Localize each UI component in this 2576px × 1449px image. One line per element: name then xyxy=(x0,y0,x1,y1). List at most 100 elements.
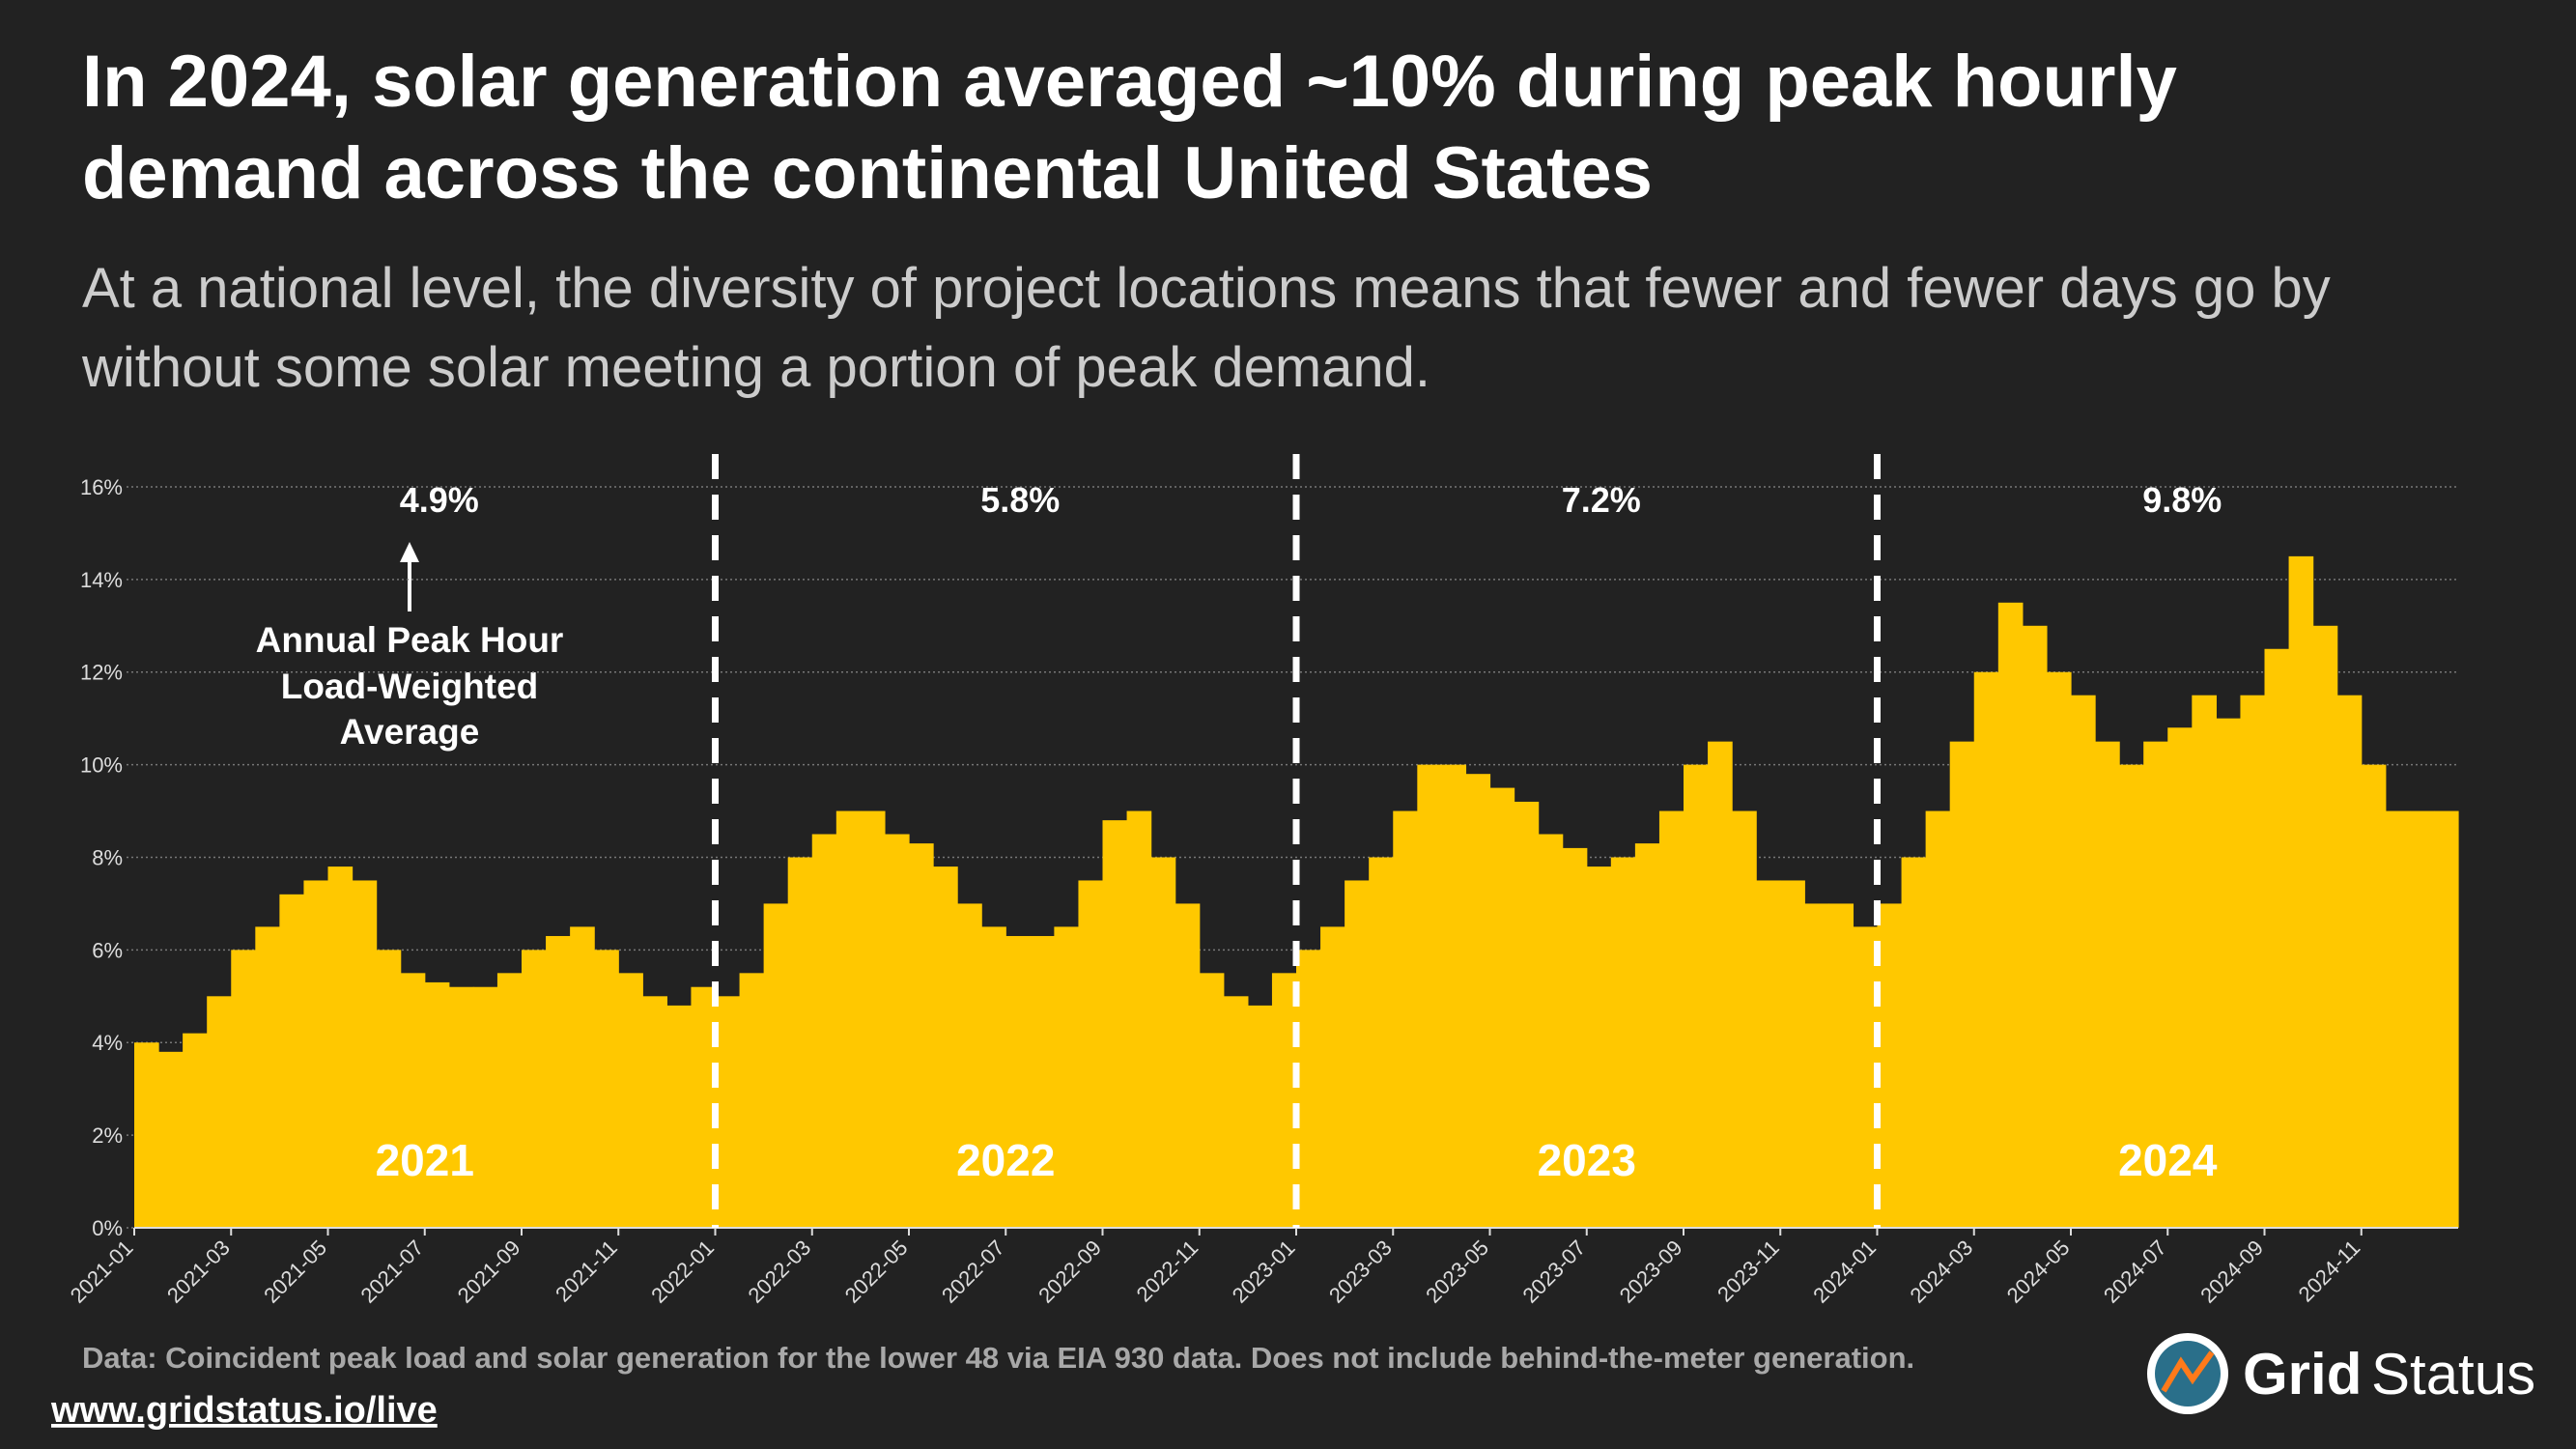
bar xyxy=(1465,774,1491,1228)
bar xyxy=(981,926,1006,1228)
y-tick-label: 6% xyxy=(92,938,123,962)
bar xyxy=(2022,625,2048,1228)
bar xyxy=(1610,857,1636,1228)
bar xyxy=(811,834,837,1228)
bar xyxy=(2167,727,2193,1228)
bar xyxy=(448,986,474,1228)
bar xyxy=(2240,695,2266,1228)
subtitle-line: without some solar meeting a portion of … xyxy=(81,336,1430,399)
year-label: 2021 xyxy=(376,1135,474,1185)
year-average: 9.8% xyxy=(2142,480,2222,520)
bar xyxy=(1271,973,1297,1228)
bar xyxy=(1756,880,1781,1228)
url-link[interactable]: www.gridstatus.io/live xyxy=(50,1390,438,1431)
year-average: 7.2% xyxy=(1562,480,1641,520)
bar xyxy=(1054,926,1080,1228)
bar xyxy=(1102,820,1128,1228)
bar xyxy=(691,986,717,1228)
y-tick-label: 8% xyxy=(92,845,123,869)
bar xyxy=(909,843,934,1228)
year-label: 2023 xyxy=(1538,1135,1636,1185)
y-tick-label: 16% xyxy=(80,475,123,499)
bar xyxy=(1538,834,1564,1228)
bar xyxy=(1997,602,2024,1228)
bar xyxy=(1296,950,1321,1228)
bar xyxy=(1586,867,1612,1228)
bar xyxy=(2433,810,2459,1228)
logo-text: Status xyxy=(2371,1342,2535,1406)
logo-mark xyxy=(2161,1350,2215,1393)
subtitle-line: At a national level, the diversity of pr… xyxy=(82,257,2331,320)
bar xyxy=(183,1033,208,1228)
year-label: 2022 xyxy=(956,1135,1055,1185)
annotation-line: Load-Weighted xyxy=(281,667,539,706)
bar xyxy=(1804,903,1829,1228)
year-average: 5.8% xyxy=(980,480,1060,520)
logo: Grid Status xyxy=(2147,1333,2535,1414)
y-tick-label: 2% xyxy=(92,1123,123,1148)
annotation-line: Average xyxy=(340,712,480,752)
bar xyxy=(835,810,862,1228)
bar xyxy=(1247,1005,1273,1228)
bar xyxy=(134,1042,159,1228)
bar xyxy=(1708,741,1733,1228)
bar xyxy=(957,903,982,1228)
bar xyxy=(666,1005,693,1228)
bar xyxy=(1489,787,1515,1228)
bar xyxy=(2312,625,2338,1228)
bar xyxy=(2385,810,2411,1228)
bar xyxy=(522,950,547,1228)
bar xyxy=(376,950,402,1228)
bar xyxy=(618,973,643,1228)
bar xyxy=(570,926,595,1228)
year-label: 2024 xyxy=(2118,1135,2218,1185)
y-tick-label: 14% xyxy=(80,568,123,592)
bar xyxy=(1126,810,1152,1228)
bar xyxy=(2143,741,2168,1228)
y-tick-label: 10% xyxy=(80,753,123,778)
y-tick-label: 0% xyxy=(92,1216,123,1240)
bar xyxy=(352,880,378,1228)
bar xyxy=(472,986,498,1228)
y-tick-label: 4% xyxy=(92,1031,123,1055)
bar xyxy=(231,950,256,1228)
bar xyxy=(1925,810,1951,1228)
bar xyxy=(1223,996,1249,1228)
bar xyxy=(1973,671,1999,1228)
bar xyxy=(1175,903,1201,1228)
bar xyxy=(1078,880,1104,1228)
bar xyxy=(2216,718,2242,1228)
bar xyxy=(1684,764,1709,1228)
source-note: Data: Coincident peak load and solar gen… xyxy=(82,1341,1914,1375)
bar xyxy=(2071,695,2096,1228)
bar xyxy=(2361,764,2387,1228)
bar xyxy=(400,973,426,1228)
bar xyxy=(1828,903,1854,1228)
bar xyxy=(424,981,450,1228)
bar xyxy=(1417,764,1442,1228)
annotation-arrowhead xyxy=(400,542,419,562)
bar xyxy=(1393,810,1418,1228)
bar xyxy=(715,996,741,1228)
bar xyxy=(787,857,813,1228)
bar xyxy=(1345,880,1370,1228)
bar xyxy=(763,903,789,1228)
bar xyxy=(1441,764,1467,1228)
bar xyxy=(1005,935,1031,1228)
bar xyxy=(2046,671,2072,1228)
bar xyxy=(279,894,305,1228)
bar xyxy=(1732,810,1757,1228)
bar xyxy=(1199,973,1225,1228)
year-average: 4.9% xyxy=(400,480,479,520)
bar xyxy=(1658,810,1684,1228)
y-tick-label: 12% xyxy=(80,661,123,685)
bar xyxy=(158,1051,184,1228)
bar xyxy=(1514,801,1540,1228)
bar xyxy=(2192,695,2217,1228)
bar xyxy=(1780,880,1805,1228)
bar xyxy=(1949,741,1975,1228)
bar xyxy=(1150,857,1176,1228)
bar xyxy=(933,867,958,1228)
annotation-line: Annual Peak Hour xyxy=(256,620,564,660)
bar xyxy=(255,926,280,1228)
